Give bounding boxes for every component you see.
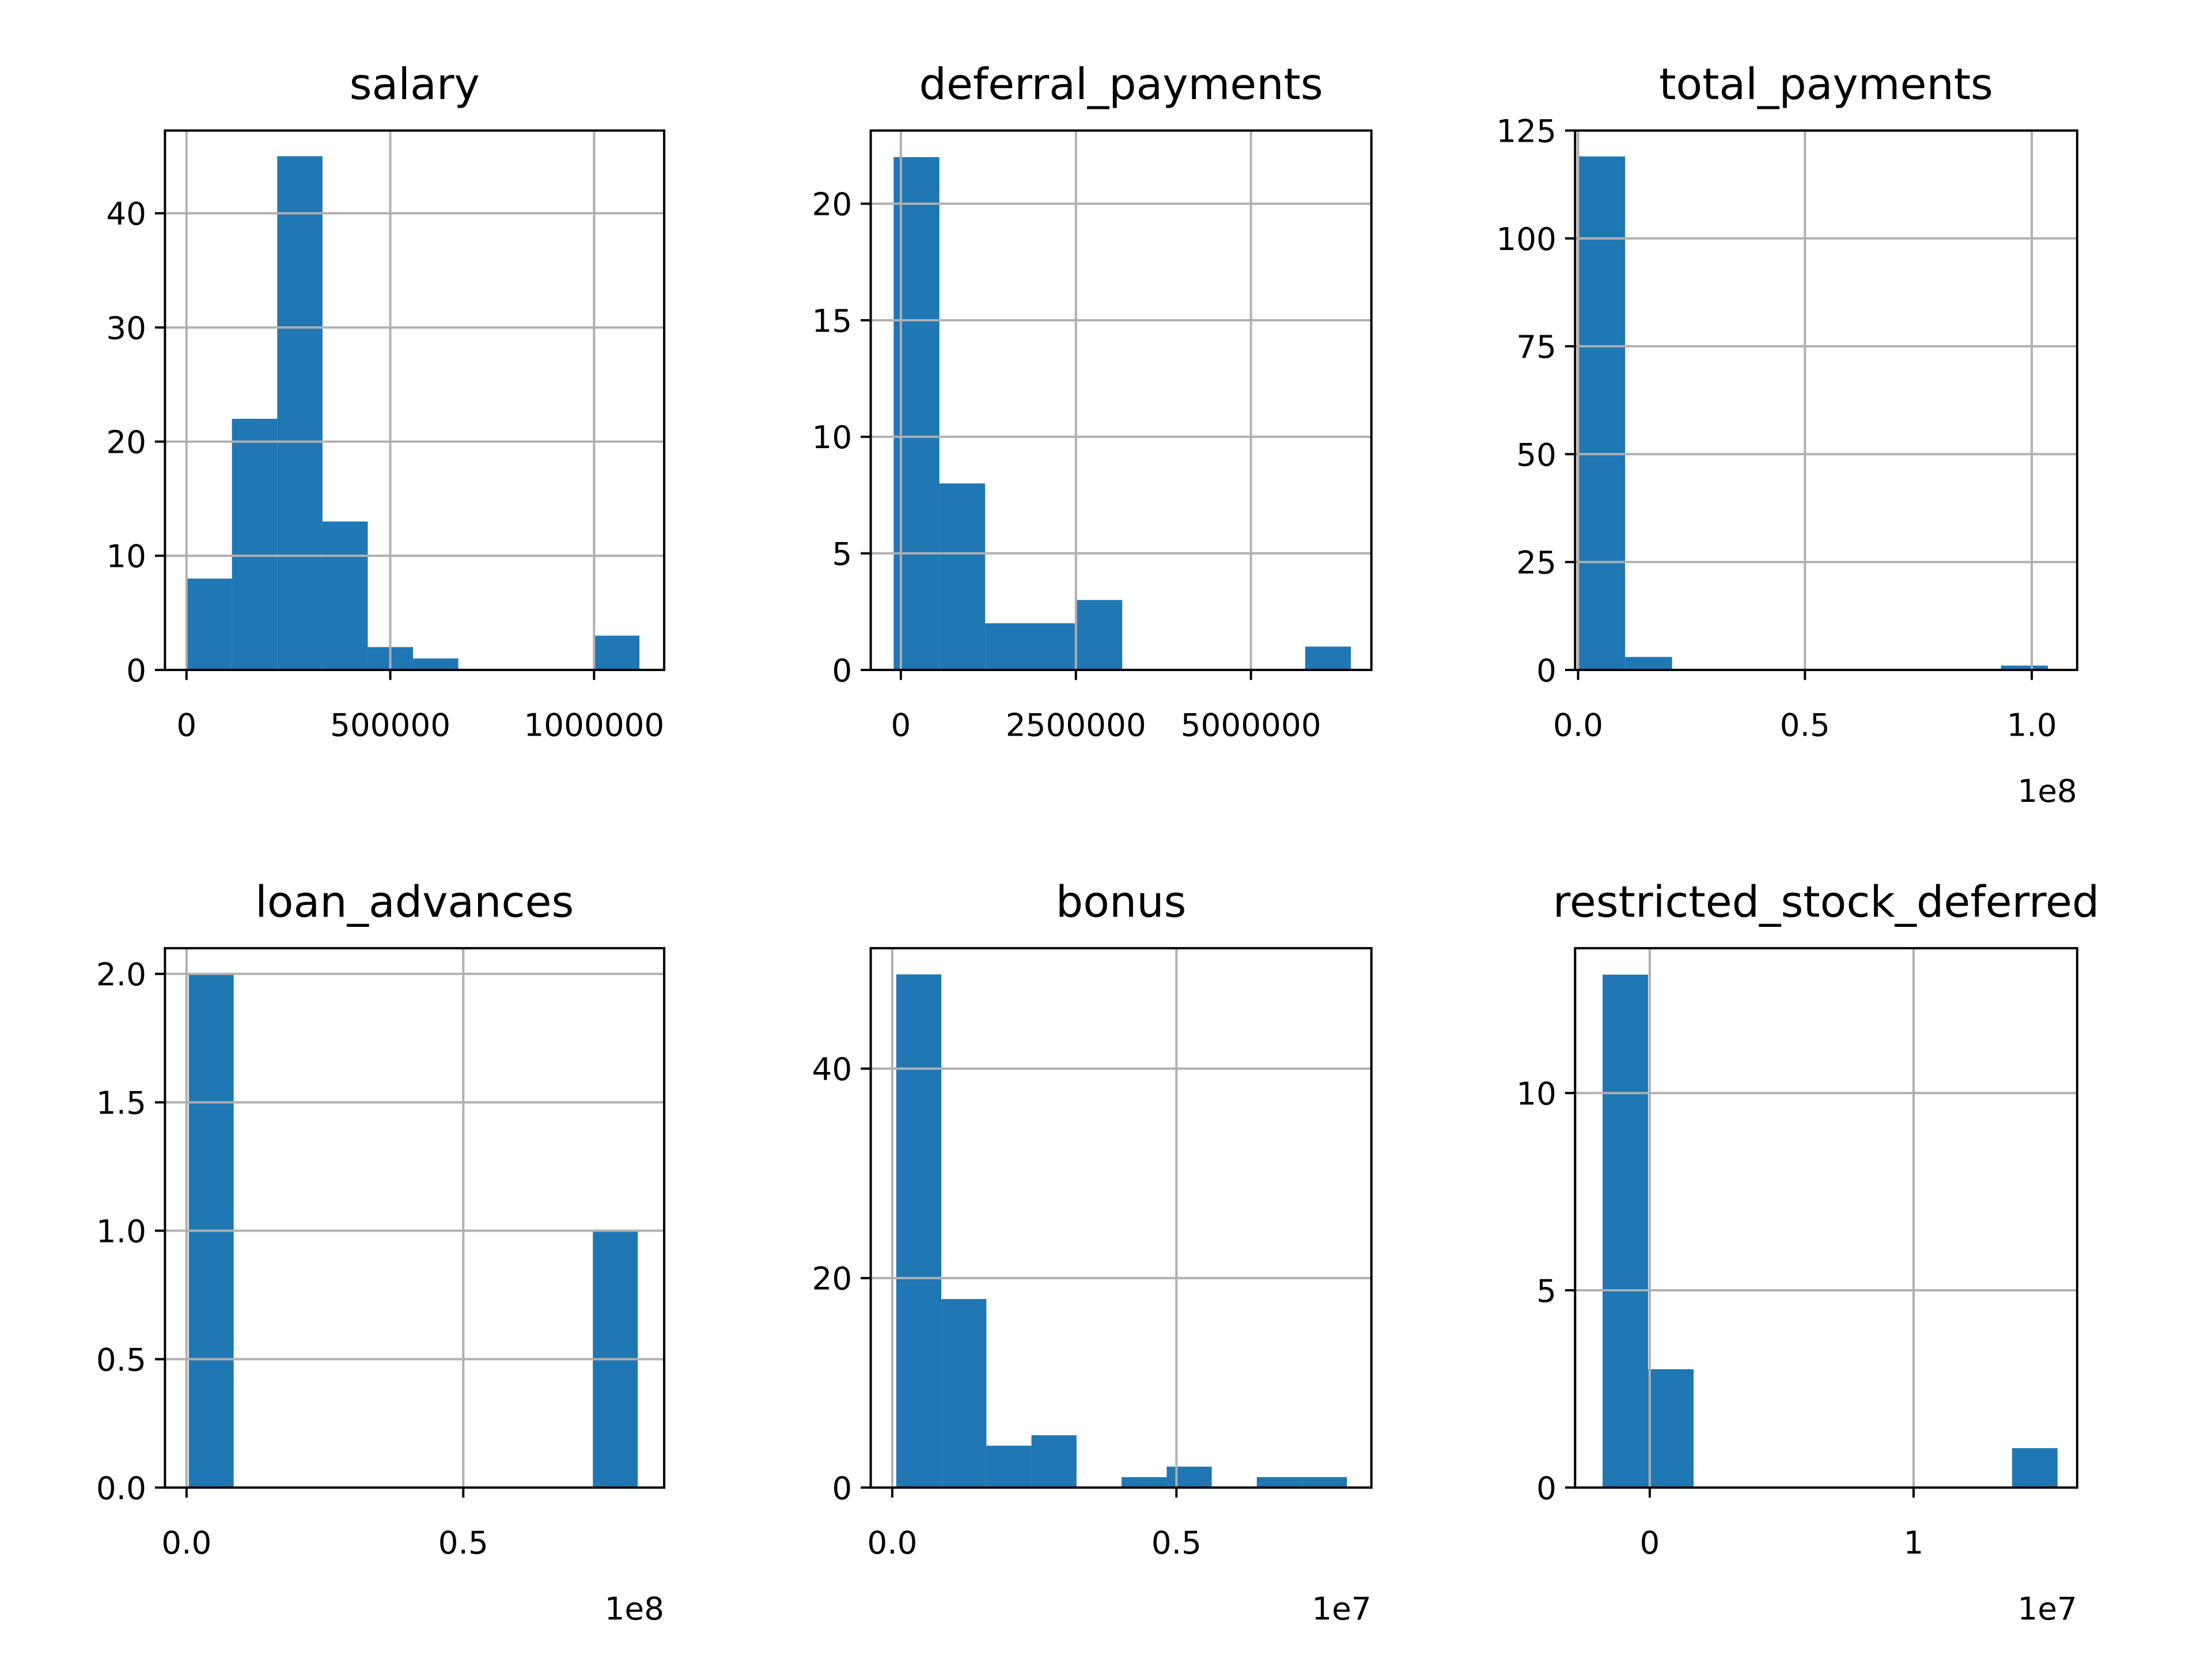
y-tick-label: 50 — [1516, 436, 1556, 473]
subplot: 0.0 0.5 0 20 40 bonus 1e7 — [812, 877, 1373, 1627]
subplot-title: salary — [350, 59, 480, 109]
subplot-title: loan_advances — [255, 877, 574, 927]
bar — [1076, 600, 1123, 670]
bar — [1625, 657, 1672, 670]
bar — [1031, 1435, 1077, 1488]
axes-frame — [164, 129, 665, 671]
y-tick-label: 100 — [1496, 221, 1556, 257]
offset-text: 1e8 — [605, 1590, 664, 1627]
subplot-title: deferral_payments — [919, 59, 1323, 109]
x-tick-label: 0 — [1640, 1524, 1660, 1561]
bar — [985, 623, 1031, 670]
y-tick-label: 10 — [812, 419, 853, 456]
subplot-title: total_payments — [1659, 59, 1993, 109]
x-tick-label: 5000000 — [1181, 707, 1321, 744]
subplot-title: bonus — [1056, 877, 1187, 927]
x-tick-label: 0.5 — [1152, 1524, 1202, 1561]
axes-frame — [869, 129, 1373, 671]
offset-text: 1e8 — [2018, 772, 2077, 809]
bar — [1122, 1477, 1167, 1488]
bar — [232, 418, 278, 670]
y-tick-label: 0 — [832, 652, 852, 689]
x-tick-label: 2500000 — [1006, 707, 1146, 744]
axes-frame — [1574, 947, 2078, 1489]
axes-frame — [1574, 129, 2078, 671]
bar — [1302, 1477, 1347, 1488]
y-tick-label: 2.0 — [96, 956, 146, 993]
subplot-title: restricted_stock_deferred — [1553, 877, 2100, 927]
y-tick-label: 1.5 — [96, 1085, 146, 1122]
y-tick-label: 10 — [1516, 1075, 1556, 1112]
y-tick-label: 5 — [832, 536, 852, 573]
x-tick-label: 0.5 — [1780, 707, 1830, 744]
axes-frame — [164, 947, 665, 1489]
x-tick-label: 1000000 — [524, 707, 664, 744]
y-tick-label: 25 — [1516, 544, 1556, 581]
axes-frame — [869, 947, 1373, 1489]
bar — [1256, 1477, 1302, 1488]
y-tick-label: 0 — [126, 652, 146, 689]
bar — [277, 156, 323, 670]
subplot: 0.0 0.5 0.0 0.5 1.0 1.5 2.0 loan_advances 1e8 — [96, 877, 665, 1627]
bar — [1031, 623, 1077, 670]
y-tick-label: 10 — [106, 538, 146, 575]
y-tick-label: 0.0 — [96, 1469, 146, 1506]
y-tick-label: 125 — [1496, 113, 1556, 150]
bar — [939, 483, 986, 670]
y-tick-label: 5 — [1536, 1272, 1556, 1309]
y-tick-label: 0.5 — [96, 1341, 146, 1378]
x-tick-label: 0.0 — [161, 1524, 211, 1561]
subplot: 0 2500000 5000000 0 5 10 15 20 deferral_payments — [812, 59, 1373, 744]
offset-text: 1e7 — [1312, 1590, 1371, 1627]
x-tick-label: 0.0 — [1553, 707, 1603, 744]
bar — [1648, 1369, 1694, 1488]
y-tick-label: 20 — [812, 186, 853, 223]
bar — [896, 974, 942, 1488]
bar — [986, 1445, 1032, 1488]
y-tick-label: 0 — [1536, 652, 1556, 689]
x-tick-label: 0 — [891, 707, 911, 744]
y-tick-label: 30 — [106, 309, 146, 346]
x-tick-label: 0.5 — [438, 1524, 488, 1561]
y-tick-label: 20 — [812, 1260, 853, 1297]
x-tick-label: 1.0 — [2007, 707, 2057, 744]
offset-text: 1e7 — [2018, 1590, 2077, 1627]
bar — [2012, 1448, 2058, 1488]
y-tick-label: 75 — [1516, 328, 1556, 365]
x-tick-label: 500000 — [330, 707, 450, 744]
y-tick-label: 0 — [832, 1469, 852, 1506]
y-tick-label: 0 — [1536, 1469, 1556, 1506]
bar — [413, 658, 459, 670]
subplot: 0 500000 1000000 0 10 20 30 40 salary — [106, 59, 665, 744]
y-tick-label: 20 — [106, 424, 146, 461]
x-tick-label: 0 — [176, 707, 196, 744]
y-tick-label: 1.0 — [96, 1213, 146, 1249]
bar — [1603, 974, 1649, 1488]
bar — [941, 1299, 987, 1488]
bar — [1166, 1467, 1212, 1488]
bar — [1578, 156, 1626, 670]
y-tick-label: 40 — [812, 1051, 853, 1088]
bar — [187, 578, 232, 670]
bar — [322, 521, 368, 670]
bar — [1305, 646, 1351, 670]
bar — [594, 635, 640, 670]
y-tick-label: 40 — [106, 195, 146, 232]
subplot: 0.0 0.5 1.0 0 25 50 75 100 125 total_payments 1e8 — [1496, 59, 2078, 809]
x-tick-label: 1 — [1904, 1524, 1924, 1561]
x-tick-label: 0.0 — [867, 1524, 917, 1561]
bar — [2001, 665, 2048, 670]
y-tick-label: 15 — [812, 302, 853, 339]
